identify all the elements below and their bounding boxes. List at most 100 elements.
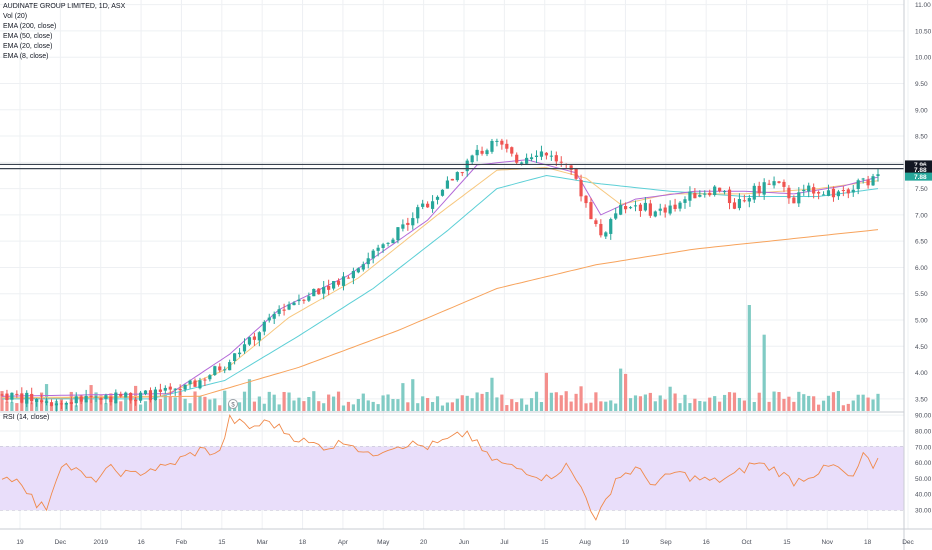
candle-body bbox=[767, 183, 771, 185]
candle-body bbox=[44, 401, 49, 403]
candle-body bbox=[94, 396, 98, 398]
volume-bar bbox=[846, 403, 850, 411]
volume-bar bbox=[574, 393, 578, 411]
candle-body bbox=[20, 393, 24, 403]
candle-body bbox=[188, 380, 192, 385]
price-axis: 3.504.004.505.005.506.006.507.007.508.00… bbox=[915, 2, 932, 403]
price-tick-label: 9.00 bbox=[915, 107, 928, 114]
legend-ema50[interactable]: EMA (50, close) bbox=[3, 33, 53, 40]
volume-bar bbox=[401, 383, 405, 411]
volume-bar bbox=[727, 392, 732, 411]
volume-bar bbox=[861, 394, 865, 411]
candle-body bbox=[223, 369, 227, 371]
volume-bar bbox=[812, 396, 816, 411]
time-tick-label: 16 bbox=[137, 539, 145, 546]
time-tick-label: 15 bbox=[541, 539, 549, 546]
volume-bar bbox=[787, 396, 791, 411]
legend-volume[interactable]: Vol (20) bbox=[3, 13, 28, 20]
candle-body bbox=[544, 152, 549, 156]
rsi-tick-label: 30.00 bbox=[915, 508, 932, 515]
price-label: 7.96 bbox=[914, 162, 927, 169]
volume-bar bbox=[0, 391, 4, 411]
candle-body bbox=[178, 388, 182, 391]
candle-body bbox=[430, 201, 435, 209]
rsi-legend[interactable]: RSI (14, close) bbox=[3, 414, 50, 421]
candle-body bbox=[802, 189, 806, 192]
volume-bar bbox=[792, 401, 796, 411]
volume-bar bbox=[643, 394, 647, 411]
volume-bar bbox=[653, 401, 657, 411]
candle-body bbox=[5, 393, 9, 401]
candle-body bbox=[569, 165, 573, 170]
candle-body bbox=[49, 402, 54, 406]
legend-ema200[interactable]: EMA (200, close) bbox=[3, 23, 57, 30]
volume-bar bbox=[475, 392, 479, 411]
volume-bar bbox=[871, 399, 875, 411]
volume-bar bbox=[262, 403, 266, 411]
price-tick-label: 5.00 bbox=[915, 318, 928, 325]
events-marker[interactable]: $ bbox=[228, 399, 238, 409]
candle-body bbox=[515, 154, 519, 163]
volume-bar bbox=[817, 404, 821, 411]
candle-body bbox=[193, 380, 197, 387]
volume-bar bbox=[5, 401, 9, 411]
candle-body bbox=[119, 393, 123, 397]
volume-bar bbox=[297, 397, 301, 411]
volume-bar bbox=[391, 399, 395, 411]
volume-bar bbox=[708, 397, 712, 411]
candle-body bbox=[653, 211, 657, 217]
volume-bar bbox=[421, 396, 425, 411]
legend-ema8[interactable]: EMA (8, close) bbox=[3, 53, 49, 60]
volume-bar bbox=[218, 405, 222, 411]
volume-bar bbox=[856, 394, 860, 411]
time-tick-label: 15 bbox=[218, 539, 226, 546]
volume-bar bbox=[371, 401, 375, 411]
symbol-title[interactable]: AUDINATE GROUP LIMITED, 1D, ASX bbox=[3, 3, 126, 10]
price-label-box bbox=[905, 172, 932, 181]
candle-body bbox=[153, 389, 158, 401]
candle-body bbox=[203, 379, 207, 381]
candle-body bbox=[10, 392, 14, 400]
volume-bar bbox=[317, 401, 321, 411]
candle-body bbox=[638, 204, 643, 211]
candle-body bbox=[777, 181, 781, 183]
candle-body bbox=[693, 193, 697, 199]
volume-bar bbox=[386, 394, 390, 411]
candle-body bbox=[173, 388, 177, 390]
candle-body bbox=[237, 352, 242, 355]
price-label: 7.88 bbox=[914, 174, 927, 181]
candle-body bbox=[787, 187, 791, 199]
volume-bar bbox=[188, 403, 192, 411]
candle-body bbox=[74, 396, 78, 404]
volume-bar bbox=[525, 404, 529, 411]
volume-bar bbox=[549, 392, 553, 411]
volume-bar bbox=[534, 391, 539, 411]
candle-body bbox=[485, 150, 489, 155]
candle-body bbox=[817, 192, 821, 194]
volume-bar bbox=[658, 395, 662, 411]
price-tick-label: 6.50 bbox=[915, 239, 928, 246]
volume-bar bbox=[767, 401, 771, 411]
candle-body bbox=[534, 155, 539, 157]
volume-bar bbox=[30, 402, 34, 411]
volume-bar bbox=[703, 401, 707, 411]
horizontal-lines[interactable] bbox=[0, 163, 904, 170]
candle-body bbox=[559, 161, 563, 163]
candle-body bbox=[525, 157, 529, 164]
candle-body bbox=[366, 258, 370, 265]
rsi-axis: 30.00 40.00 50.00 60.00 70.00 80.00 90.00 bbox=[915, 413, 932, 515]
volume-bar bbox=[722, 394, 727, 411]
volume-bar bbox=[866, 397, 870, 411]
candle-body bbox=[643, 202, 647, 211]
volume-bar bbox=[366, 400, 370, 411]
legend-ema20[interactable]: EMA (20, close) bbox=[3, 43, 53, 50]
candle-body bbox=[143, 390, 148, 394]
candle-body bbox=[807, 185, 811, 192]
volume-bar bbox=[836, 390, 841, 411]
candle-body bbox=[480, 150, 484, 154]
volume-bar bbox=[376, 404, 380, 411]
candle-body bbox=[688, 191, 692, 201]
candle-body bbox=[445, 180, 450, 189]
